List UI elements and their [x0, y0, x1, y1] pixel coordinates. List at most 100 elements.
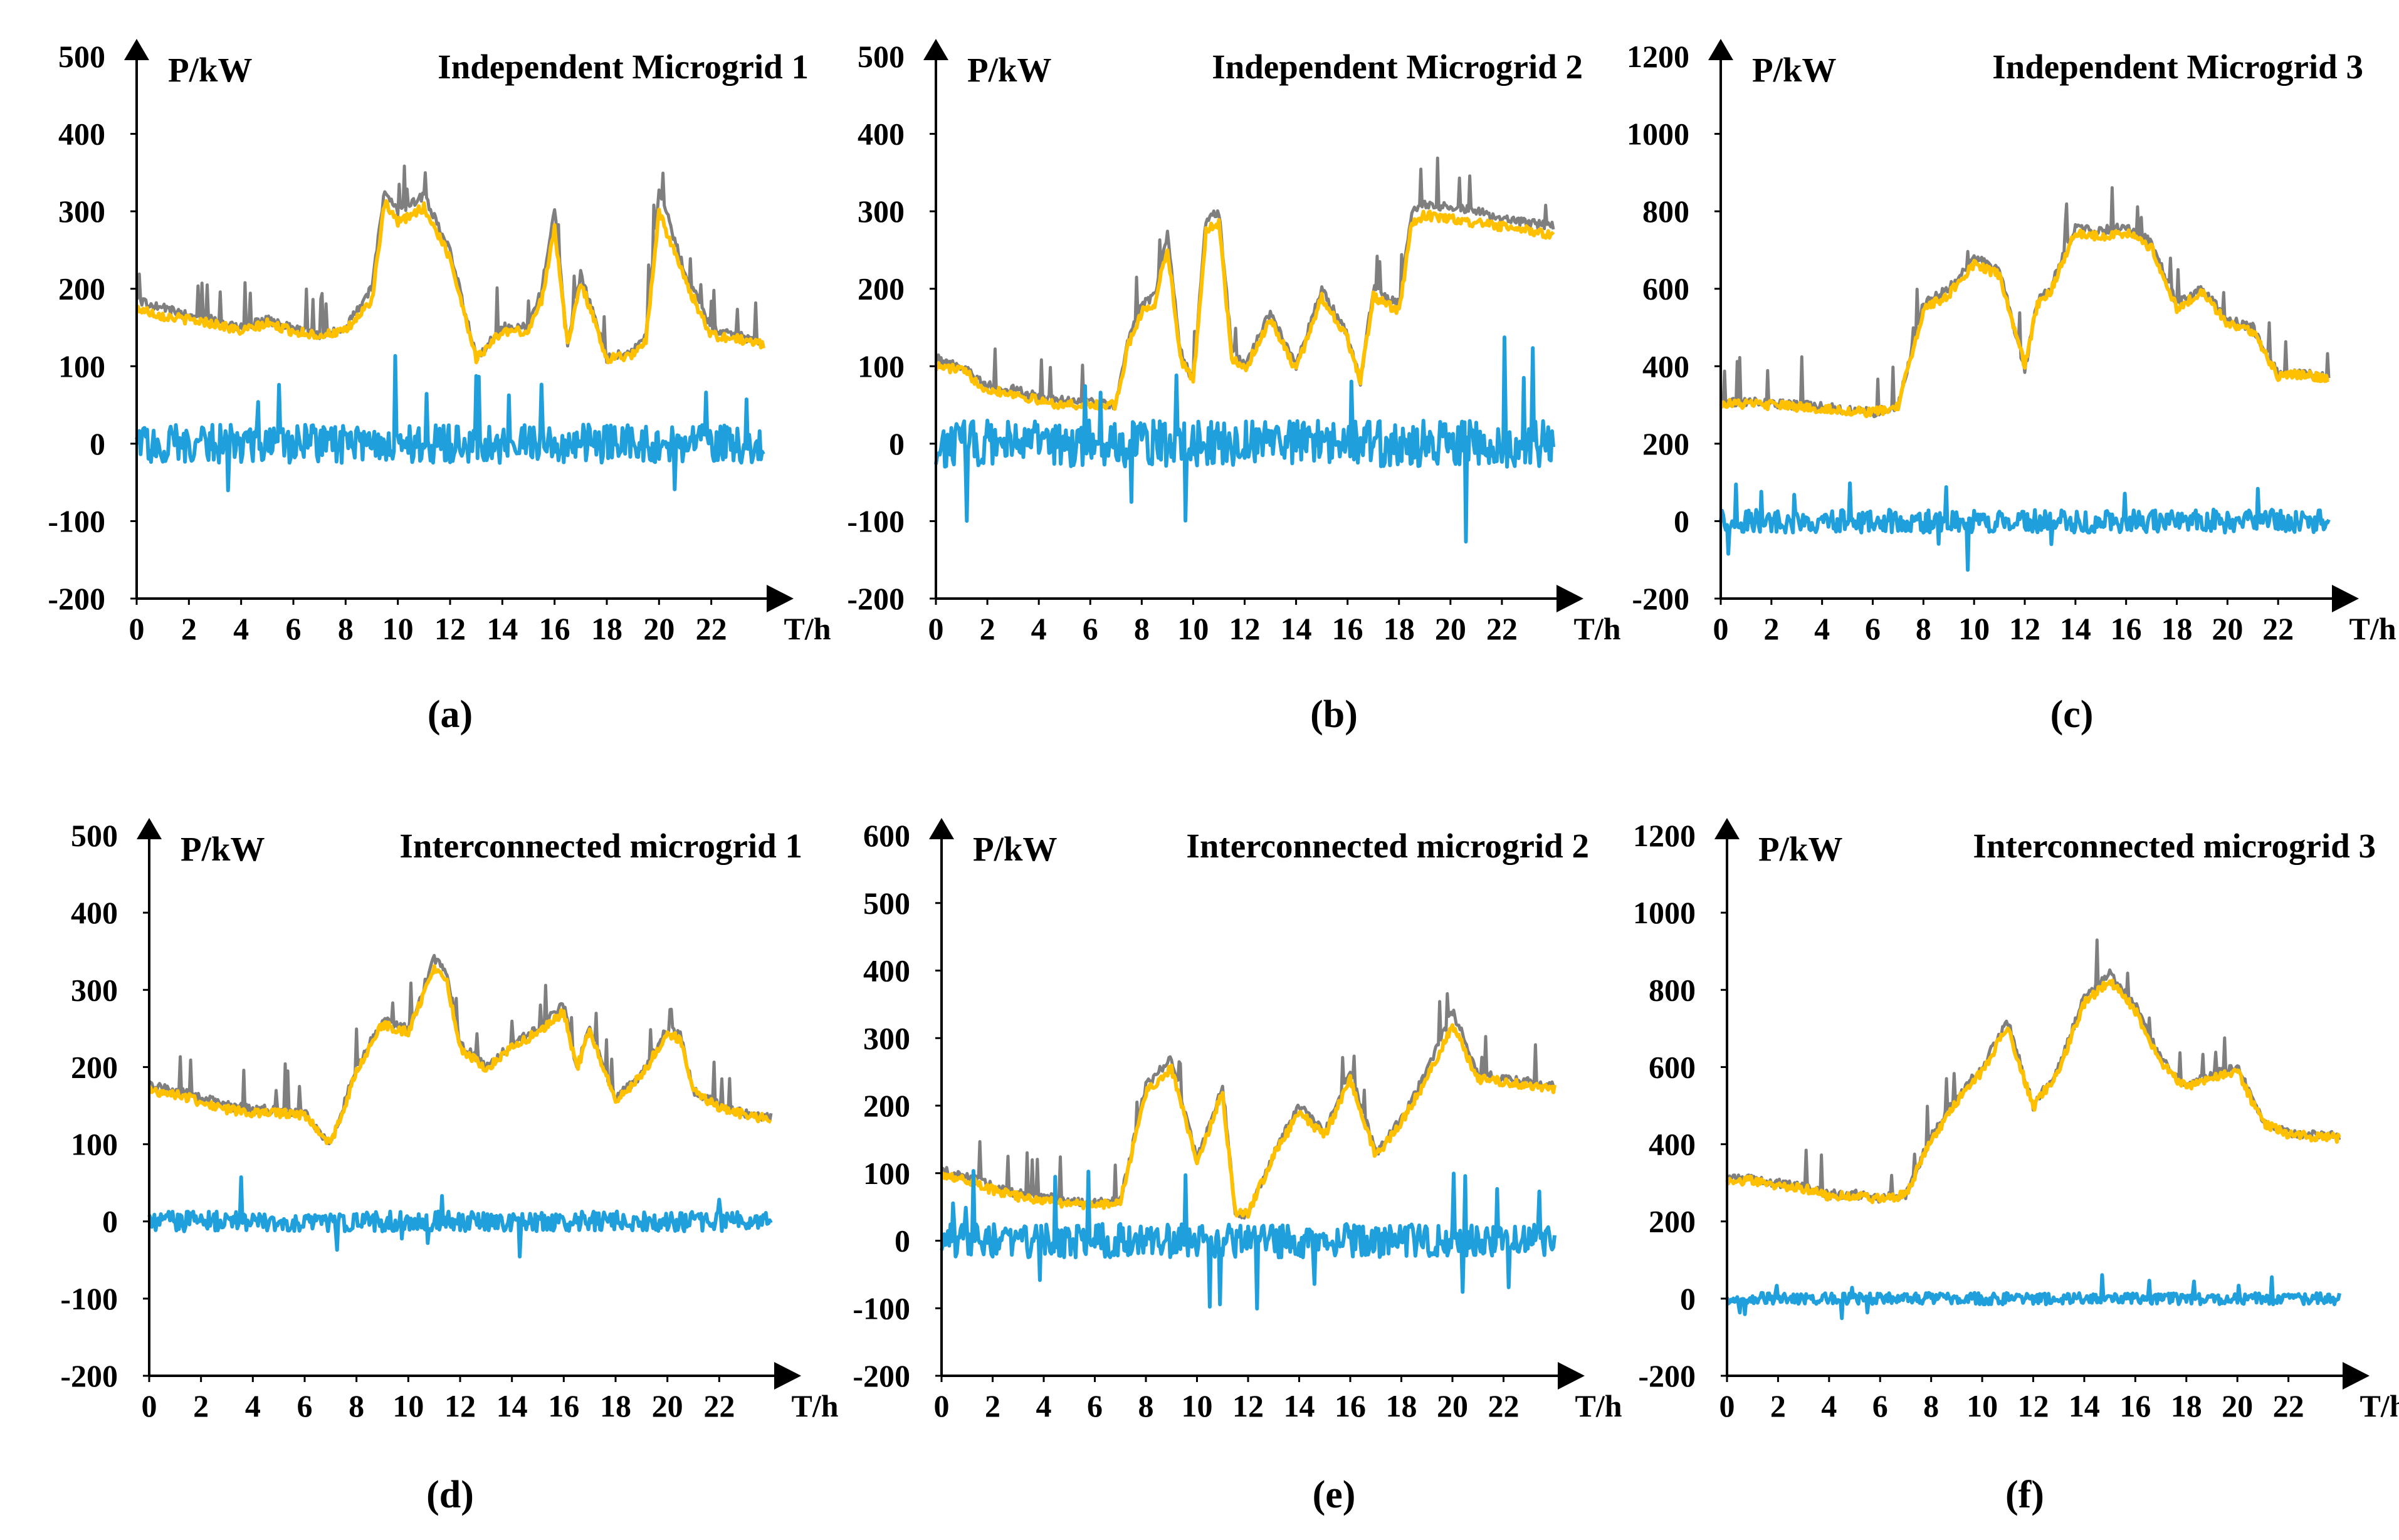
x-tick-label: 6 [1083, 611, 1098, 646]
y-tick-label: -200 [48, 581, 105, 616]
x-tick-label: 10 [1966, 1388, 1998, 1423]
panel-caption: (e) [1313, 1474, 1356, 1516]
x-tick-label: 6 [1865, 611, 1881, 646]
y-tick-label: 500 [71, 818, 118, 853]
x-tick-label: 4 [233, 611, 249, 646]
x-axis-label: T/h [1573, 611, 1620, 646]
x-tick-label: 20 [652, 1388, 683, 1423]
y-tick-label: -200 [1638, 1358, 1696, 1393]
x-tick-label: 14 [1281, 611, 1312, 646]
series-line-total-load [1719, 186, 2331, 419]
x-tick-label: 12 [1232, 1388, 1264, 1423]
series-line-fluctuation [147, 1175, 773, 1259]
y-tick-label: 400 [863, 953, 910, 988]
y-axis-arrow-icon [923, 39, 948, 60]
y-tick-label: -100 [48, 503, 105, 538]
y-tick-label: 600 [863, 818, 910, 853]
x-tick-label: 18 [591, 611, 622, 646]
series-line-total-load [1726, 938, 2341, 1204]
x-tick-label: 20 [1435, 611, 1466, 646]
y-tick-label: 0 [1674, 503, 1689, 538]
y-axis-label: P/kW [973, 830, 1057, 868]
y-tick-label: 400 [1649, 1127, 1696, 1162]
x-tick-label: 12 [1229, 611, 1261, 646]
x-tick-label: 4 [1036, 1388, 1052, 1423]
x-tick-label: 20 [1437, 1388, 1468, 1423]
y-tick-label: 0 [102, 1204, 118, 1239]
y-tick-label: 300 [58, 194, 105, 229]
x-tick-label: 18 [1383, 611, 1415, 646]
x-tick-label: 8 [1134, 611, 1150, 646]
x-tick-label: 0 [142, 1388, 157, 1423]
panel-caption: (b) [1310, 693, 1358, 736]
x-tick-label: 8 [338, 611, 354, 646]
series-line-smoothed-load [136, 199, 765, 365]
series-line-fluctuation [1725, 1273, 2341, 1321]
x-axis-arrow-icon [2343, 1362, 2370, 1390]
panel-caption: (d) [426, 1474, 474, 1516]
x-axis-arrow-icon [1556, 585, 1583, 612]
x-tick-label: 12 [444, 1388, 476, 1423]
x-tick-label: 10 [382, 611, 414, 646]
series-line-fluctuation [940, 1169, 1556, 1311]
y-tick-label: 300 [858, 194, 905, 229]
x-tick-label: 16 [548, 1388, 579, 1423]
y-tick-label: 1200 [1627, 39, 1689, 74]
x-tick-label: 14 [496, 1388, 528, 1423]
chart-panel-1: -200 -100 0 100 200 300 400 500 0 2 4 6 8 10 12 14 16 18 2… [48, 39, 831, 736]
series-line-smoothed-load [940, 1023, 1556, 1219]
y-tick-label: 200 [58, 271, 105, 306]
x-tick-label: 6 [297, 1388, 313, 1423]
y-axis-label: P/kW [181, 830, 265, 868]
y-tick-label: 100 [71, 1127, 118, 1162]
y-tick-label: 200 [863, 1088, 910, 1123]
y-tick-label: 0 [1680, 1281, 1696, 1316]
x-tick-label: 10 [392, 1388, 424, 1423]
x-tick-label: 20 [2212, 611, 2243, 646]
chart-title: Interconnected microgrid 3 [1973, 827, 2376, 865]
y-axis-arrow-icon [1708, 39, 1733, 60]
series-line-total-load [135, 164, 765, 364]
y-tick-label: 1200 [1633, 818, 1696, 853]
panel-caption: (f) [2005, 1474, 2044, 1516]
x-tick-label: 14 [2060, 611, 2091, 646]
x-axis-label: T/h [2349, 611, 2396, 646]
x-tick-label: 0 [1713, 611, 1729, 646]
x-tick-label: 22 [1486, 611, 1518, 646]
y-tick-label: 500 [863, 886, 910, 921]
panel-caption: (a) [428, 693, 473, 736]
x-tick-label: 14 [486, 611, 518, 646]
x-tick-label: 0 [934, 1388, 950, 1423]
y-tick-label: 0 [895, 1223, 910, 1259]
x-tick-label: 6 [1872, 1388, 1888, 1423]
y-tick-label: 800 [1642, 194, 1689, 229]
y-tick-label: 600 [1649, 1049, 1696, 1084]
chart-title: Interconnected microgrid 1 [399, 827, 802, 865]
y-tick-label: 400 [58, 117, 105, 152]
chart-title: Interconnected microgrid 2 [1186, 827, 1589, 865]
x-tick-label: 2 [193, 1388, 209, 1423]
x-tick-label: 10 [1177, 611, 1209, 646]
y-tick-label: 1000 [1633, 895, 1696, 930]
chart-panel-2: -200 -100 0 100 200 300 400 500 0 2 4 6 8 10 12 14 16 18 2… [847, 39, 1621, 736]
x-axis-arrow-icon [767, 585, 794, 612]
y-axis-arrow-icon [137, 818, 162, 839]
y-tick-label: 400 [71, 895, 118, 930]
x-tick-label: 16 [1332, 611, 1363, 646]
x-tick-label: 8 [1916, 611, 1931, 646]
x-tick-label: 22 [703, 1388, 735, 1423]
x-tick-label: 2 [980, 611, 995, 646]
series-line-total-load [940, 992, 1556, 1220]
x-axis-label: T/h [784, 611, 831, 646]
y-tick-label: 200 [1642, 426, 1689, 461]
y-tick-label: 400 [1642, 348, 1689, 384]
y-tick-label: -200 [60, 1358, 118, 1393]
x-tick-label: 6 [286, 611, 302, 646]
y-tick-label: 0 [90, 426, 105, 461]
x-tick-label: 2 [985, 1388, 1000, 1423]
y-tick-label: -100 [847, 503, 905, 538]
x-tick-label: 18 [600, 1388, 631, 1423]
y-tick-label: -200 [1632, 581, 1689, 616]
